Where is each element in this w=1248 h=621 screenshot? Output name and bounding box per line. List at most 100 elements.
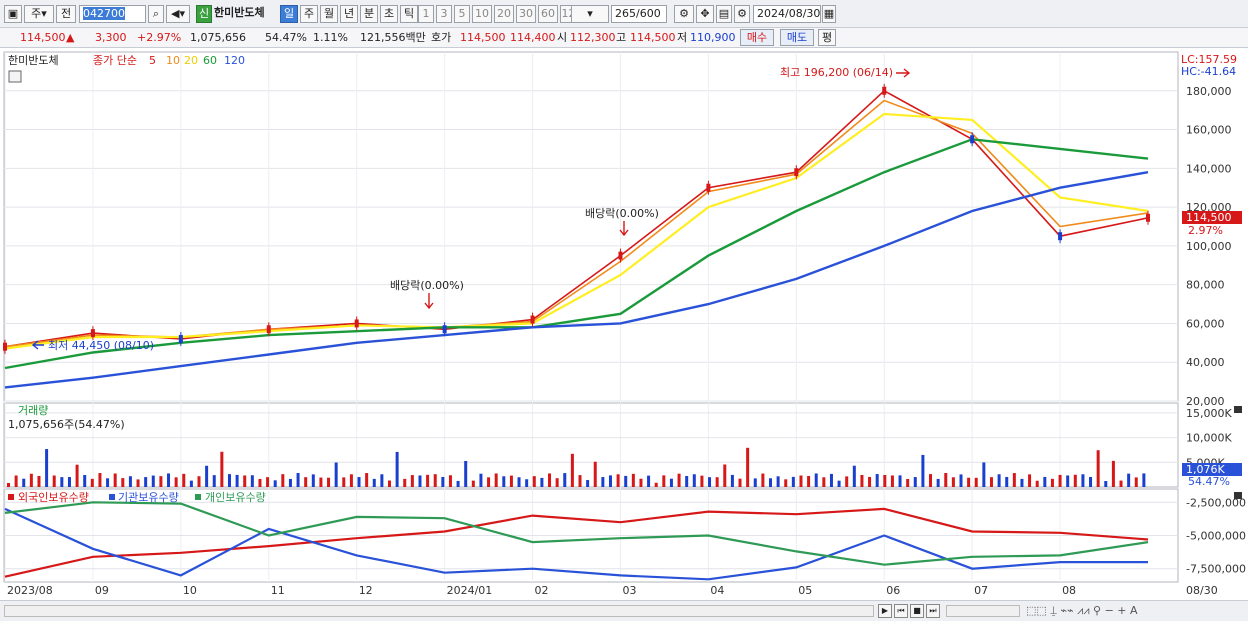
volume-bar — [311, 474, 315, 487]
volume-bar — [1012, 473, 1016, 487]
volume-bar — [1043, 476, 1047, 487]
candle-body — [882, 86, 887, 95]
holdings-line — [4, 507, 1148, 581]
chart-tools[interactable]: ⬚⬚ ⍊ ⌁⌁ ⩘⩘ ⚲ − + A — [1026, 604, 1138, 617]
interval-button[interactable]: 60 — [538, 5, 558, 23]
x-axis-label: 2024/01 — [447, 584, 493, 597]
calendar-icon[interactable]: ▦ — [822, 5, 836, 23]
stock-code-input[interactable]: 042700 — [79, 5, 146, 23]
timeframe-button[interactable]: 초 — [380, 5, 398, 23]
low-value: 110,900 — [690, 31, 736, 44]
ma-60-line — [4, 138, 1149, 370]
individual-legend-swatch — [195, 494, 201, 500]
volume-bar — [570, 453, 574, 487]
volume-current-tag-text: 1,076K — [1186, 463, 1225, 476]
volume-bar — [829, 473, 833, 487]
volume-axis-label: 15,000K — [1186, 407, 1232, 420]
volume-bar — [1035, 480, 1039, 487]
current-pct-tag: 2.97% — [1188, 224, 1223, 237]
candle-body — [794, 168, 799, 177]
timeframe-button[interactable]: 틱 — [400, 5, 418, 23]
candle-body — [442, 325, 447, 334]
zoom-slider[interactable] — [946, 605, 1020, 617]
x-axis-label: 02 — [535, 584, 549, 597]
last-button[interactable]: ⏭ — [926, 604, 940, 618]
timeframe-button[interactable]: 분 — [360, 5, 378, 23]
candle-body — [1146, 213, 1150, 222]
chart-scrollbar[interactable] — [4, 605, 874, 617]
volume-bar — [883, 474, 887, 487]
individual-legend: 개인보유수량 — [205, 491, 266, 504]
volume-panel-close-icon[interactable] — [1234, 406, 1242, 413]
prev-button[interactable]: 전 — [56, 5, 76, 23]
table-icon[interactable] — [8, 70, 22, 83]
open-value: 112,300 — [570, 31, 616, 44]
holdings-line — [4, 501, 1149, 566]
interval-button[interactable]: 5 — [454, 5, 470, 23]
volume-bar — [1127, 473, 1131, 487]
volume-bar — [1104, 480, 1108, 487]
holdings-panel-close-icon[interactable] — [1234, 492, 1242, 499]
x-axis-label: 04 — [710, 584, 724, 597]
save-icon[interactable]: ▤ — [716, 5, 732, 23]
timeframe-button[interactable]: 년 — [340, 5, 358, 23]
candle-body — [530, 315, 535, 324]
volume-bar — [967, 477, 971, 487]
volume-bar — [357, 477, 361, 487]
volume-bar — [654, 482, 658, 487]
interval-button[interactable]: 30 — [516, 5, 536, 23]
volume-bar — [814, 473, 818, 487]
volume-bar — [921, 454, 925, 487]
interval-button[interactable]: 3 — [436, 5, 452, 23]
first-button[interactable]: ⏮ — [894, 604, 908, 618]
timeframe-button[interactable]: 주 — [300, 5, 318, 23]
x-axis-label: 12 — [359, 584, 373, 597]
buy-button[interactable]: 매수 — [740, 29, 774, 46]
timeframe-button[interactable]: 월 — [320, 5, 338, 23]
volume-bar — [304, 477, 308, 487]
ma-20-label: 20 — [184, 54, 198, 67]
scroll-right-button[interactable]: ▶ — [878, 604, 892, 618]
volume-bar — [136, 479, 140, 487]
volume-ratio: 54.47% — [265, 31, 307, 44]
volume-bar — [479, 473, 483, 487]
volume-bar — [997, 474, 1001, 487]
sell-button[interactable]: 매도 — [780, 29, 814, 46]
volume-bar — [555, 478, 559, 487]
x-axis-label: 05 — [798, 584, 812, 597]
interval-button[interactable]: 10 — [472, 5, 492, 23]
date-input[interactable]: 2024/08/30 — [753, 5, 821, 23]
eval-button[interactable]: 평 — [818, 29, 836, 46]
candle-body — [354, 319, 359, 328]
dividend-arrow-1-icon — [424, 293, 434, 310]
holdings-axis-label: -7,500,000 — [1186, 563, 1246, 576]
search-icon[interactable]: ⌕ — [148, 5, 164, 23]
stock-chart[interactable]: 180,000 160,000 140,000 120,000 100,000 80,00… — [0, 48, 1248, 600]
high-arrow-icon — [896, 68, 911, 78]
volume-bar — [517, 477, 521, 487]
volume-bar — [875, 474, 879, 487]
interval-button[interactable]: 20 — [494, 5, 514, 23]
volume-bar — [189, 480, 193, 487]
count-select[interactable]: ▾ — [571, 5, 609, 23]
count-input[interactable]: 265/600 — [611, 5, 667, 23]
period-type-select[interactable]: 주▾ — [24, 5, 54, 23]
volume-bar — [182, 473, 186, 487]
speaker-icon[interactable]: ◀▾ — [166, 5, 190, 23]
volume-bar — [1081, 474, 1085, 487]
interval-button[interactable]: 1 — [418, 5, 434, 23]
settings-icon[interactable]: ⚙ — [674, 5, 694, 23]
volume-bar — [83, 475, 87, 487]
gear-icon[interactable]: ⚙ — [734, 5, 750, 23]
dividend-annotation-2: 배당락(0.00%) — [585, 207, 659, 220]
volume-bar — [243, 475, 247, 487]
volume-bar — [1050, 478, 1054, 487]
stop-button[interactable]: ■ — [910, 604, 924, 618]
candle-body — [266, 325, 271, 334]
layout-icon[interactable]: ▣ — [4, 5, 22, 23]
volume-bar — [113, 473, 117, 487]
volume-bar — [890, 475, 894, 487]
timeframe-button[interactable]: 일 — [280, 5, 298, 23]
crosshair-icon[interactable]: ✥ — [696, 5, 714, 23]
volume-bar — [471, 480, 475, 487]
